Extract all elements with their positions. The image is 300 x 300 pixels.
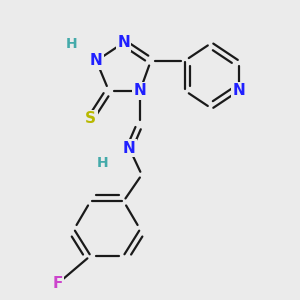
- Text: N: N: [134, 83, 146, 98]
- Text: F: F: [52, 276, 63, 291]
- Text: S: S: [85, 111, 96, 126]
- Text: H: H: [96, 156, 108, 170]
- Text: N: N: [123, 141, 136, 156]
- Text: N: N: [233, 83, 245, 98]
- Text: H: H: [66, 37, 77, 51]
- Text: N: N: [117, 35, 130, 50]
- Text: N: N: [90, 53, 103, 68]
